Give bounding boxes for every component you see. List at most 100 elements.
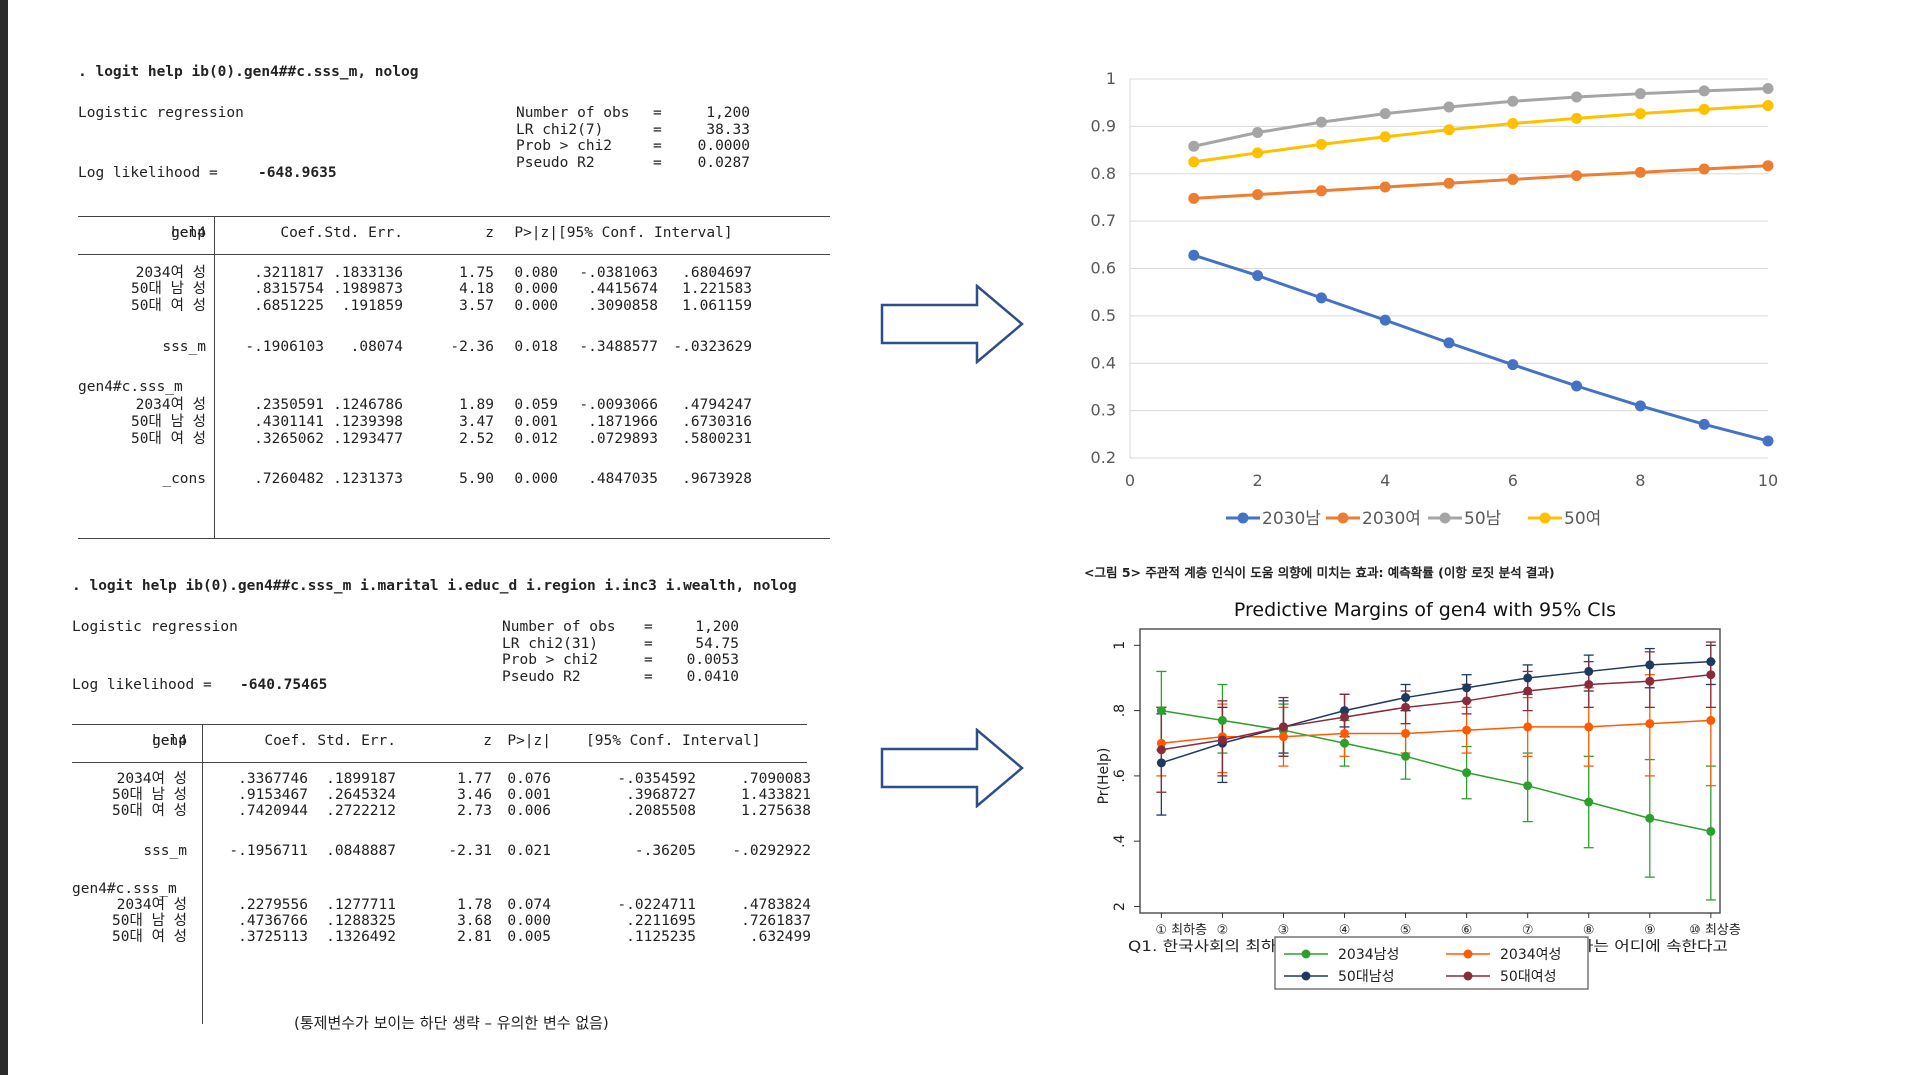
row-label: 50대 여 성: [112, 803, 187, 819]
x-tick-label: ⑤: [1400, 923, 1412, 938]
table-rule-header: [78, 254, 830, 255]
table-cell: -2.36: [450, 339, 494, 355]
model-name: Logistic regression: [72, 619, 238, 635]
stat-value: 1,200: [695, 619, 739, 635]
table-cell: 3.47: [459, 414, 494, 430]
table-rule-top: [78, 216, 830, 217]
table-cell: 1.221583: [682, 281, 752, 297]
x-tick-label: 10: [1758, 471, 1778, 490]
column-header: Std. Err.: [324, 225, 403, 241]
legend-marker: [1301, 971, 1311, 981]
data-point: [1315, 185, 1327, 197]
table-cell: .7090083: [741, 771, 811, 787]
table-cell: .632499: [749, 929, 811, 945]
table-cell: .1239398: [333, 414, 403, 430]
table-cell: 1.061159: [682, 298, 752, 314]
data-point: [1156, 758, 1166, 768]
table-cell: .1293477: [333, 431, 403, 447]
table-cell: -.36205: [634, 843, 696, 859]
data-point: [1401, 702, 1411, 712]
data-point: [1507, 359, 1519, 371]
column-header: z: [483, 733, 492, 749]
table-cell: .3090858: [588, 298, 658, 314]
legend-marker: [1301, 949, 1311, 959]
table-cell: 0.000: [514, 281, 558, 297]
table-cell: 0.001: [514, 414, 558, 430]
table-cell: .2350591: [254, 397, 324, 413]
data-point: [1645, 676, 1655, 686]
table-rule-bottom: [78, 538, 830, 539]
stat-value: 38.33: [706, 121, 750, 138]
row-label: 50대 남 성: [131, 281, 206, 297]
y-tick-label: 0.3: [1091, 401, 1116, 420]
data-point: [1571, 170, 1583, 182]
data-point: [1634, 166, 1646, 178]
table-cell: .2085508: [626, 803, 696, 819]
table-divider: [214, 216, 215, 538]
data-point: [1340, 738, 1350, 748]
legend-box: [1274, 936, 1589, 990]
table-cell: 1.75: [459, 265, 494, 281]
table-cell: .9673928: [682, 471, 752, 487]
legend-marker: [1237, 512, 1249, 524]
stat-value: 0.0053: [686, 652, 739, 668]
command-line: . logit help ib(0).gen4##c.sss_m, nolog: [78, 64, 419, 80]
data-point: [1252, 270, 1264, 282]
table-cell: -.0093066: [579, 397, 658, 413]
stat-label: LR chi2(31): [502, 635, 599, 652]
legend-marker: [1337, 512, 1349, 524]
legend-label: 50대남성: [1338, 969, 1394, 985]
plot-area: [1139, 628, 1721, 914]
table-cell: .2211695: [626, 913, 696, 929]
stat-label: Prob > chi2: [516, 138, 613, 154]
data-point: [1401, 751, 1411, 761]
column-header: z: [485, 225, 494, 241]
predictive-margins-chart: Predictive Margins of gen4 with 95% CIs 2…: [1096, 599, 1741, 990]
table-cell: 0.076: [507, 771, 551, 787]
data-point: [1443, 124, 1455, 136]
data-point: [1252, 189, 1264, 201]
data-point: [1340, 706, 1350, 716]
y-tick-label: 0.6: [1091, 259, 1116, 278]
table-cell: .4415674: [588, 281, 658, 297]
x-tick-label: ① 최하층: [1155, 923, 1207, 938]
legend-marker: [1463, 971, 1473, 981]
table-cell: .1871966: [588, 414, 658, 430]
table-cell: 2.81: [457, 929, 492, 945]
table-cell: .7420944: [238, 803, 308, 819]
table-cell: 0.005: [507, 929, 551, 945]
loglik-value: -648.9635: [258, 165, 337, 181]
column-header: [95% Conf. Interval]: [586, 733, 761, 749]
stat-equals: =: [653, 121, 662, 138]
fit-stats: Number of obs = 1,200 LR chi2(31) = 54.75 Prob…: [72, 618, 862, 698]
table-cell: 3.57: [459, 298, 494, 314]
table-cell: 4.18: [459, 281, 494, 297]
table-cell: .3211817: [254, 265, 324, 281]
data-point: [1401, 728, 1411, 738]
data-point: [1156, 706, 1166, 716]
table-cell: -.1906103: [245, 339, 324, 355]
table-cell: -.0323629: [673, 339, 752, 355]
stat-value: 54.75: [695, 635, 739, 652]
y-tick-label: 2: [1112, 902, 1128, 911]
table-cell: .1125235: [626, 929, 696, 945]
x-tick-label: ⑨: [1644, 923, 1656, 938]
table-cell: .6730316: [682, 414, 752, 430]
table-cell: 1.78: [457, 897, 492, 913]
row-label: 2034여 성: [135, 397, 206, 413]
data-point: [1462, 683, 1472, 693]
data-point: [1188, 156, 1200, 168]
command-line: . logit help ib(0).gen4##c.sss_m i.marit…: [72, 578, 797, 594]
x-tick-label: ④: [1339, 923, 1351, 938]
table-cell: 3.46: [457, 787, 492, 803]
row-label: _cons: [162, 471, 206, 487]
data-point: [1156, 745, 1166, 755]
series-line-50대남성: [1161, 660, 1711, 764]
table-cell: .5800231: [682, 431, 752, 447]
data-point: [1645, 660, 1655, 670]
table-cell: .08074: [350, 339, 403, 355]
table-cell: .1231373: [333, 471, 403, 487]
table-cell: -.0354592: [617, 771, 696, 787]
data-point: [1571, 380, 1583, 392]
row-label: sss_m: [162, 339, 206, 355]
